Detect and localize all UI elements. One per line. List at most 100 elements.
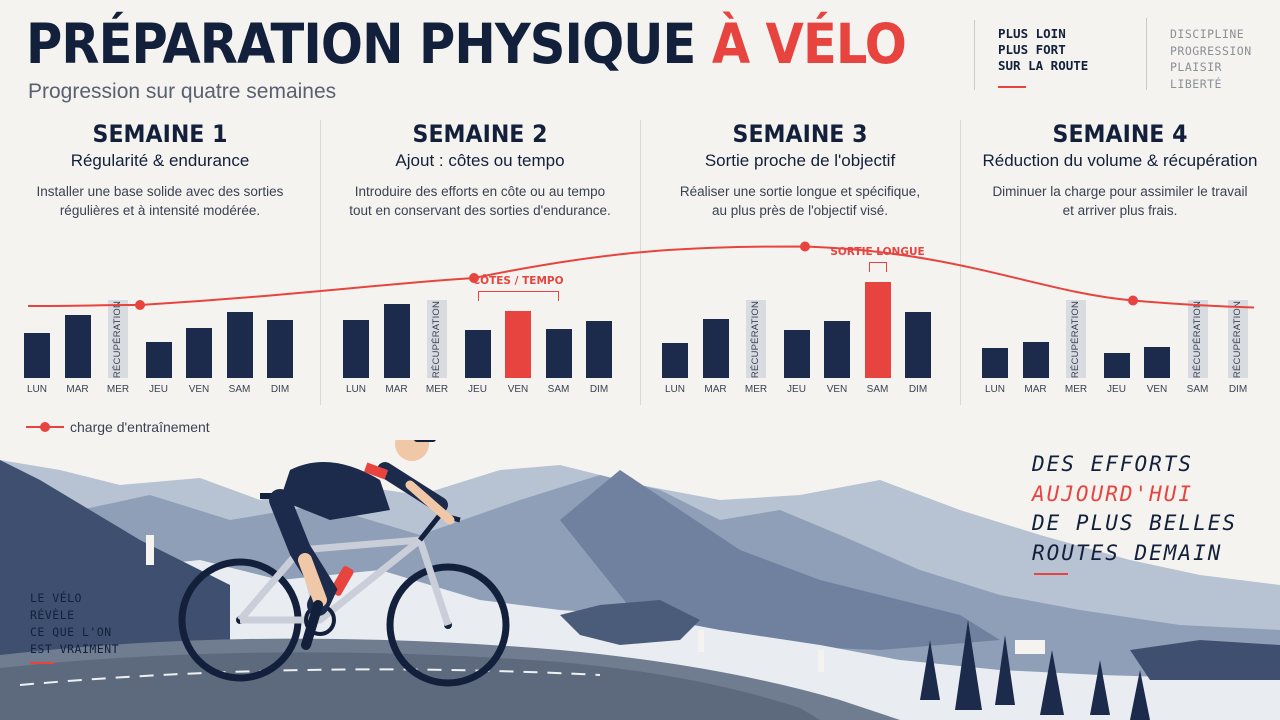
day-label: MAR [704, 384, 727, 395]
day-label: DIM [1228, 384, 1248, 395]
slogan-primary-line: PLUS LOIN [998, 26, 1066, 41]
day-label: MER [106, 384, 130, 395]
quote-line: ROUTES DEMAIN [1032, 540, 1223, 565]
rest-day-bar: RÉCUPÉRATION [1187, 300, 1208, 378]
training-bar [905, 312, 931, 378]
training-bar [186, 328, 212, 378]
slogan-secondary-line: LIBERTÉ [1170, 76, 1222, 91]
day-label: MER [744, 384, 768, 395]
day-label: LUN [984, 384, 1005, 395]
day-label: JEU [1107, 384, 1126, 395]
day-label: LUN [664, 384, 685, 395]
chart-callout: CÔTES / TEMPO [472, 275, 564, 287]
rest-day-bar: RÉCUPÉRATION [108, 300, 128, 378]
week-description-line: et arriver plus frais. [1062, 203, 1178, 218]
day-label: VEN [188, 384, 210, 395]
week-title: SEMAINE 3 [732, 120, 868, 148]
day-label: JEU [149, 384, 168, 395]
training-bar [586, 321, 612, 378]
day-label: VEN [1146, 384, 1168, 395]
training-bar [383, 304, 410, 378]
training-bar [824, 321, 850, 378]
quote-line-highlight: AUJOURD'HUI [1032, 481, 1194, 506]
training-bar [24, 333, 50, 378]
slogan-secondary: DISCIPLINE PROGRESSION PLAISIR LIBERTÉ [1170, 26, 1252, 92]
legend-label: charge d'entraînement [70, 419, 210, 435]
week-subtitle: Réduction du volume & récupération [982, 151, 1258, 170]
training-bar [702, 319, 729, 378]
training-bar [864, 282, 891, 378]
tagline-accent-line [30, 662, 54, 664]
week-4-panel: SEMAINE 4 Réduction du volume & récupéra… [960, 118, 1280, 408]
load-curve-point [469, 273, 479, 283]
callout-bracket [477, 291, 559, 301]
slogan-accent-line [998, 86, 1026, 88]
load-curve-point [1128, 295, 1138, 306]
day-label: SAM [1186, 384, 1209, 395]
day-label: MER [425, 384, 449, 395]
week-divider [640, 120, 641, 405]
quote-line: DE PLUS BELLES [1032, 511, 1238, 535]
training-bar [1022, 342, 1049, 378]
tagline-line: RÉVÈLE [30, 608, 75, 622]
load-curve-point [135, 300, 145, 310]
load-curve-point [800, 241, 810, 252]
day-label: SAM [866, 384, 889, 395]
day-label: VEN [507, 384, 529, 395]
day-label: LUN [345, 384, 366, 395]
day-label: MAR [1024, 384, 1047, 395]
training-bar [1144, 347, 1170, 378]
training-bar [1103, 353, 1130, 378]
week-description-line: régulières et à intensité modérée. [59, 203, 261, 218]
training-bar [343, 320, 369, 378]
week-description-line: Réaliser une sortie longue et spécifique… [679, 184, 921, 199]
week-description-line: Installer une base solide avec des sorti… [36, 184, 284, 199]
week-description: Introduire des efforts en côte ou au tem… [320, 182, 640, 220]
callout-bracket [868, 262, 887, 272]
week-1-panel: SEMAINE 1 Régularité & endurance Install… [0, 118, 320, 408]
day-label: JEU [468, 384, 487, 395]
week-title: SEMAINE 1 [92, 120, 228, 148]
rest-day-bar: RÉCUPÉRATION [1066, 300, 1086, 378]
training-bar [783, 330, 810, 378]
training-bar [982, 348, 1008, 378]
week-subtitle: Sortie proche de l'objectif [704, 151, 896, 170]
week-3-panel: SEMAINE 3 Sortie proche de l'objectif Ré… [640, 118, 960, 408]
mountain-landscape-illustration [0, 440, 1280, 720]
header-divider [1146, 18, 1147, 90]
training-bar [64, 315, 91, 378]
week-2-panel: SEMAINE 2 Ajout : côtes ou tempo Introdu… [320, 118, 640, 408]
slogan-primary: PLUS LOIN PLUS FORT SUR LA ROUTE [998, 26, 1088, 74]
day-label: DIM [908, 384, 928, 395]
load-curve [27, 241, 1255, 310]
training-bar [545, 329, 572, 378]
rest-day-bar: RÉCUPÉRATION [1228, 300, 1248, 378]
cyclist-icon [178, 440, 510, 687]
training-bar [464, 330, 491, 378]
week-description: Diminuer la charge pour assimiler le tra… [960, 182, 1280, 220]
week-description-line: Diminuer la charge pour assimiler le tra… [992, 184, 1248, 199]
training-bar [145, 342, 172, 378]
day-label: SAM [547, 384, 570, 395]
header-divider [974, 20, 975, 90]
week-title: SEMAINE 2 [412, 120, 548, 148]
week-description-line: Introduire des efforts en côte ou au tem… [354, 184, 606, 199]
load-curve-line [27, 245, 1255, 309]
week-subtitle: Régularité & endurance [70, 151, 250, 170]
chart-legend: charge d'entraînement [26, 418, 210, 436]
slogan-secondary-line: PLAISIR [1170, 60, 1222, 74]
week-description: Installer une base solide avec des sorti… [0, 182, 320, 220]
day-label: SAM [228, 384, 251, 395]
week-divider [960, 120, 961, 405]
week-title: SEMAINE 4 [1052, 120, 1188, 148]
title-main: PRÉPARATION PHYSIQUE [26, 12, 696, 76]
rest-day-bar: RÉCUPÉRATION [746, 300, 766, 378]
training-bar [226, 312, 253, 378]
page-subtitle: Progression sur quatre semaines [28, 80, 337, 103]
slogan-secondary-line: DISCIPLINE [1170, 27, 1245, 41]
tagline-line: CE QUE L'ON [30, 625, 112, 639]
week-description-line: au plus près de l'objectif visé. [712, 203, 888, 218]
quote-line: DES EFFORTS [1032, 452, 1194, 476]
day-label: MAR [385, 384, 408, 395]
week-divider [320, 120, 321, 405]
